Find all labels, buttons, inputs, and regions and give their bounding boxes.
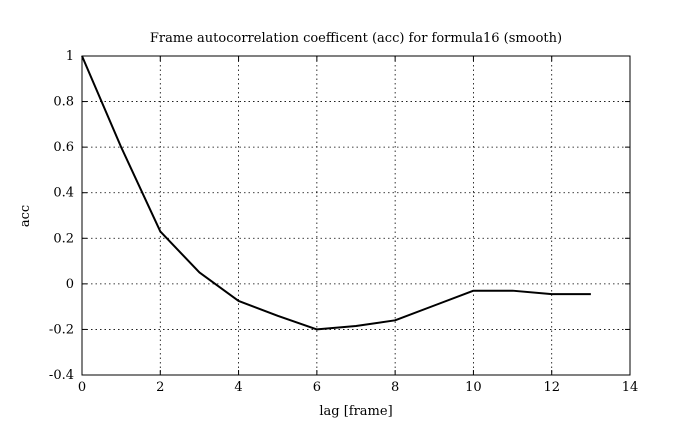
y-tick-label: 1 [66, 49, 74, 64]
x-tick-label: 2 [156, 380, 164, 395]
series-line [81, 55, 591, 331]
series-layer [81, 55, 591, 331]
x-tick-label: 12 [543, 380, 560, 395]
y-axis-label: acc [18, 205, 33, 227]
axis-ticks: 0 2 4 6 8 10 12 14 -0.4 -0.2 0 0.2 0.4 0.6 0.8 1 [49, 49, 638, 395]
plot-frame [81, 55, 631, 376]
y-tick-label: -0.2 [49, 322, 74, 337]
y-tick-label: 0.4 [53, 186, 74, 201]
x-tick-label: 0 [78, 380, 86, 395]
x-tick-label: 14 [622, 380, 639, 395]
y-tick-label: -0.4 [49, 368, 74, 383]
x-tick-label: 8 [391, 380, 399, 395]
x-tick-label: 4 [234, 380, 242, 395]
chart-title: Frame autocorrelation coefficent (acc) f… [150, 31, 562, 46]
y-tick-label: 0.8 [53, 95, 74, 110]
x-tick-label: 6 [313, 380, 321, 395]
y-tick-label: 0.6 [53, 140, 74, 155]
y-tick-label: 0.2 [53, 231, 74, 246]
y-tick-label: 0 [66, 277, 74, 292]
grid [82, 56, 630, 375]
x-tick-label: 10 [465, 380, 482, 395]
x-axis-label: lag [frame] [319, 404, 392, 419]
